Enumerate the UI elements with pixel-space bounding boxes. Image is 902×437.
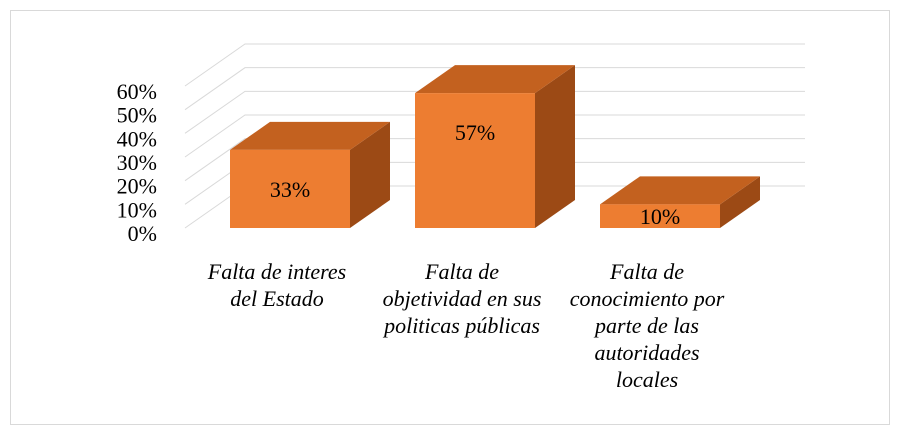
value-label: 57% [455, 120, 495, 145]
y-tick-label: 0% [128, 221, 157, 246]
bar-top [230, 121, 390, 150]
y-tick-label: 10% [117, 197, 157, 222]
bar [600, 204, 720, 228]
x-tick-label: Falta de conocimiento por parte de las a… [569, 259, 725, 392]
y-tick-label: 60% [117, 79, 157, 104]
bar-side [535, 65, 575, 228]
bar-side [720, 176, 760, 228]
grid-line [184, 114, 805, 158]
y-tick-label: 50% [117, 103, 157, 128]
bar [230, 149, 350, 228]
grid-line [184, 90, 805, 134]
y-tick-label: 40% [117, 126, 157, 151]
bar-top [600, 176, 760, 205]
bar [415, 93, 535, 228]
chart-frame [10, 10, 890, 425]
grid-line [184, 43, 805, 87]
x-tick-label: Falta de objetividad en sus politicas pú… [382, 259, 542, 338]
y-tick-label: 20% [117, 174, 157, 199]
grid-line [184, 67, 805, 111]
grid-line [184, 138, 805, 182]
bar-top [415, 65, 575, 94]
value-label: 10% [640, 204, 680, 229]
x-tick-label: Falta de interes del Estado [207, 259, 347, 311]
y-tick-label: 30% [117, 150, 157, 175]
bar-side [350, 121, 390, 228]
value-label: 33% [270, 177, 310, 202]
